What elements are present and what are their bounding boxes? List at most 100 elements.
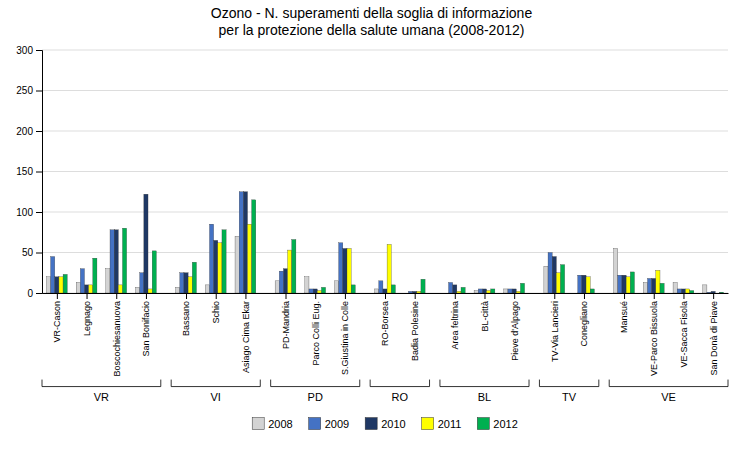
bar [681, 289, 685, 293]
y-tick-mark [36, 212, 42, 213]
x-tick: San Donà di Piave [709, 293, 719, 376]
bracket-tick [260, 380, 261, 387]
x-tick-label: Bassano [181, 301, 191, 336]
x-tick: Pieve d'Alpago [510, 293, 520, 361]
bar [288, 250, 292, 293]
bracket-tick [529, 380, 530, 387]
y-tick: 150 [16, 166, 42, 177]
bar [114, 230, 118, 293]
bar [110, 230, 114, 293]
bar [375, 289, 379, 293]
bar [122, 228, 126, 293]
x-tick: Conegliano [579, 293, 589, 347]
x-tick-mark [514, 293, 515, 299]
x-tick-mark [216, 293, 217, 299]
x-tick-mark [624, 293, 625, 299]
bracket-line [271, 386, 360, 387]
bar [84, 285, 88, 293]
x-tick-label: Legnago [82, 301, 92, 336]
bar [520, 283, 524, 293]
bar [140, 273, 144, 293]
y-tick-label: 0 [27, 288, 33, 299]
x-tick-mark [713, 293, 714, 299]
bracket-line [539, 386, 598, 387]
x-tick-mark [146, 293, 147, 299]
bar [76, 282, 80, 293]
y-tick-mark [36, 172, 42, 173]
x-tick: Bassano [181, 293, 191, 336]
bar [482, 289, 486, 293]
bracket-tick [42, 380, 43, 387]
legend-swatch [477, 418, 489, 430]
bar [239, 192, 243, 293]
y-tick-label: 200 [16, 126, 33, 137]
x-axis: VR-CasonLegnagoBoscochiesanuovaSan Bonif… [43, 293, 729, 377]
bar [335, 281, 339, 293]
bracket-tick [609, 380, 610, 387]
y-tick-mark [36, 50, 42, 51]
bracket-tick [539, 380, 540, 387]
bar [457, 291, 461, 293]
y-tick-label: 300 [16, 45, 33, 56]
x-tick-mark [654, 293, 655, 299]
bar [235, 236, 239, 293]
x-tick: VE-Parco Bissuola [649, 293, 659, 376]
grid-line [42, 131, 728, 132]
legend-item: 2008 [252, 418, 292, 430]
x-tick-label: Asiago Cima Ekar [241, 301, 251, 373]
grid-line [42, 171, 728, 172]
bar [283, 269, 287, 293]
bar [719, 292, 723, 293]
legend: 20082009201020112012 [252, 418, 518, 430]
y-axis-line [36, 51, 43, 294]
x-tick-label: San Bonifacio [141, 301, 151, 357]
bar [578, 275, 582, 293]
bar [474, 291, 478, 293]
bar [106, 269, 110, 293]
bar [317, 291, 321, 293]
bracket-tick [171, 380, 172, 387]
x-tick: Parco Colli Eug. [311, 293, 321, 366]
y-tick: 0 [27, 288, 42, 299]
x-tick-mark [245, 293, 246, 299]
x-tick: Boscochiesanuova [112, 293, 122, 377]
bar [188, 277, 192, 293]
bar [152, 251, 156, 293]
x-tick: Schio [211, 293, 221, 324]
bar [214, 240, 218, 293]
x-tick-mark [415, 293, 416, 299]
x-tick-mark [186, 293, 187, 299]
bar [387, 244, 391, 293]
group-label: VI [211, 391, 221, 403]
bar [686, 289, 690, 293]
group-label: PD [308, 391, 323, 403]
x-tick-label: S.Giustina in Colle [340, 301, 350, 375]
bar [46, 277, 50, 293]
bar [417, 291, 421, 293]
bar [421, 279, 425, 293]
legend-label: 2012 [493, 418, 517, 430]
bars [46, 192, 723, 293]
series [59, 224, 690, 293]
legend-swatch [422, 418, 434, 430]
bracket-tick [439, 380, 440, 387]
bracket-tick [429, 380, 430, 387]
x-tick-label: Boscochiesanuova [112, 301, 122, 377]
bracket-line [171, 386, 260, 387]
group-label: VR [94, 391, 109, 403]
bar [504, 289, 508, 293]
bracket-line [42, 386, 161, 387]
bar [408, 291, 412, 293]
x-tick-mark [345, 293, 346, 299]
bar [544, 266, 548, 293]
x-tick: RO-Borsea [380, 293, 390, 346]
bar [626, 277, 630, 293]
grid-line [42, 50, 728, 51]
bar [136, 287, 140, 293]
x-tick: BL-città [480, 293, 490, 332]
legend-swatch [309, 418, 321, 430]
bracket-line [370, 386, 429, 387]
legend-swatch [365, 418, 377, 430]
x-tick-mark [484, 293, 485, 299]
x-tick-label: Conegliano [579, 301, 589, 347]
